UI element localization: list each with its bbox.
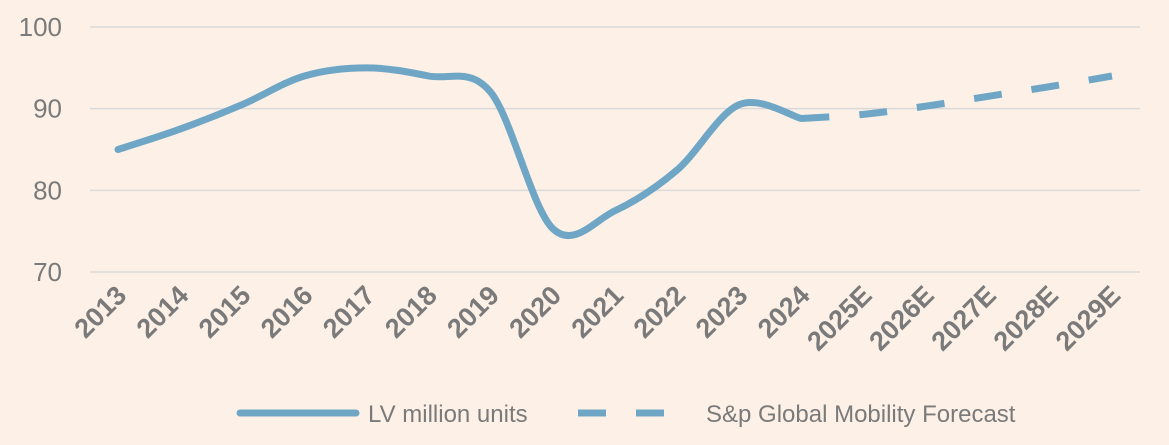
series-line-forecast (801, 72, 1113, 122)
x-tick-label: 2016 (255, 280, 319, 344)
x-tick-label: 2022 (628, 280, 692, 344)
x-tick-label: 2015 (193, 280, 257, 344)
x-tick-label: 2029E (1050, 280, 1126, 356)
x-tick-label: 2018 (379, 280, 443, 344)
y-tick-label: 70 (33, 257, 62, 287)
x-tick-label: 2019 (441, 280, 505, 344)
y-tick-label: 90 (33, 94, 62, 124)
x-tick-label: 2013 (69, 280, 133, 344)
x-tick-label: 2021 (566, 280, 630, 344)
x-tick-label: 2020 (503, 280, 567, 344)
x-tick-label: 2025E (801, 280, 877, 356)
x-tick-label: 2017 (317, 280, 381, 344)
x-tick-label: 2014 (131, 280, 195, 344)
y-tick-label: 100 (19, 12, 62, 42)
y-tick-label: 80 (33, 175, 62, 205)
legend-label: LV million units (368, 401, 528, 428)
x-tick-label: 2028E (988, 280, 1064, 356)
x-tick-label: 2023 (690, 280, 754, 344)
x-tick-label: 2027E (926, 280, 1002, 356)
legend-label: S&p Global Mobility Forecast (706, 401, 1016, 428)
series-line-lv-units (114, 64, 805, 239)
x-tick-label: 2026E (863, 280, 939, 356)
